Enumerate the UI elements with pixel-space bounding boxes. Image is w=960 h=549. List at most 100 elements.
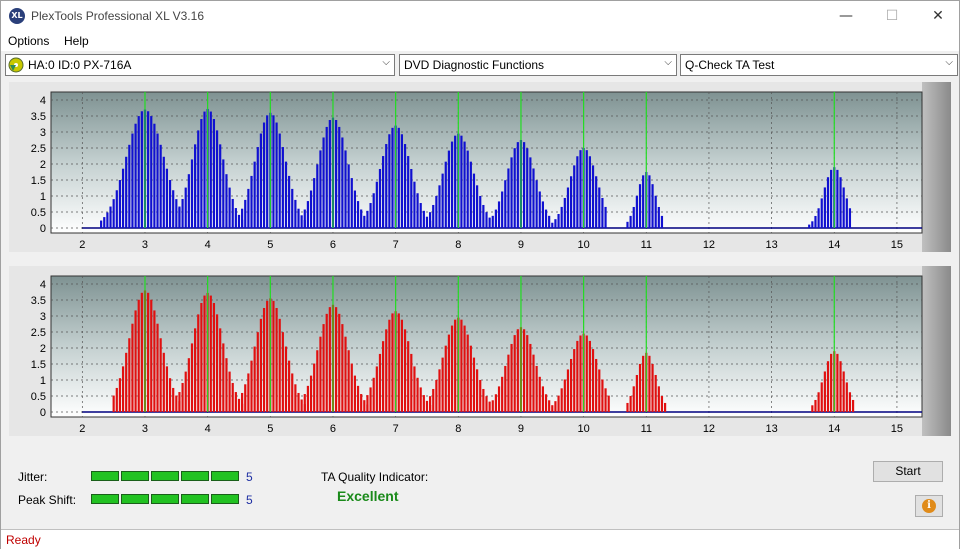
histogram-bar <box>341 137 344 228</box>
histogram-bar <box>463 325 466 412</box>
histogram-bar <box>563 379 566 412</box>
histogram-bar <box>595 358 598 412</box>
histogram-bar <box>535 365 538 412</box>
histogram-bar <box>187 174 190 228</box>
x-tick-label: 5 <box>267 239 273 251</box>
histogram-bar <box>548 215 551 228</box>
x-tick-label: 10 <box>578 423 590 435</box>
histogram-bar <box>231 198 234 228</box>
histogram-bar <box>551 222 554 228</box>
histogram-bar <box>830 169 833 228</box>
histogram-bar <box>569 358 573 412</box>
histogram-bar <box>219 328 222 412</box>
histogram-bar <box>197 130 200 228</box>
histogram-bar <box>403 144 407 228</box>
histogram-bar <box>604 206 607 228</box>
histogram-bar <box>237 214 241 228</box>
histogram-bar <box>407 341 410 412</box>
histogram-bar <box>194 144 197 228</box>
histogram-bar <box>845 198 848 228</box>
histogram-bar <box>391 313 394 412</box>
histogram-bar <box>447 334 450 412</box>
maximize-button[interactable]: ☐ <box>885 8 899 24</box>
histogram-bar <box>234 392 237 412</box>
histogram-bar <box>231 382 234 412</box>
title-bar[interactable]: XL PlexTools Professional XL V3.16 — ☐ ✕ <box>1 1 959 31</box>
histogram-bar <box>601 197 604 228</box>
histogram-bar <box>388 319 391 412</box>
histogram-bar <box>585 150 588 228</box>
histogram-bar <box>306 385 310 412</box>
close-button[interactable]: ✕ <box>932 8 944 24</box>
histogram-bar <box>476 185 479 228</box>
histogram-bar <box>125 156 128 228</box>
jitter-chart-bottom: 0 0.5 1 1.5 2 2.5 3 3.5 4 2 3 4 5 6 7 8 9 10 11 12 13 14 15 <box>31 266 951 436</box>
histogram-bar <box>247 188 250 228</box>
drive-select[interactable]: HA:0 ID:0 PX-716A ⌵ <box>5 54 395 76</box>
histogram-bar <box>588 156 591 228</box>
histogram-bar <box>416 377 419 412</box>
x-tick-label: 14 <box>828 239 840 251</box>
histogram-bar <box>378 168 382 228</box>
histogram-bar <box>234 208 237 228</box>
histogram-bar <box>836 353 839 412</box>
x-tick-label: 14 <box>828 423 840 435</box>
histogram-bar <box>112 395 115 412</box>
minimize-button[interactable]: — <box>839 8 853 24</box>
start-button[interactable]: Start <box>873 461 943 482</box>
histogram-bar <box>219 144 222 228</box>
histogram-bar <box>501 376 504 412</box>
histogram-bar <box>272 115 275 228</box>
histogram-bar <box>544 394 548 412</box>
x-tick-label: 3 <box>142 239 148 251</box>
histogram-bar <box>544 209 548 228</box>
chart-panel-bottom: 0 0.5 1 1.5 2 2.5 3 3.5 4 2 3 4 5 6 7 8 9 10 11 12 13 14 15 <box>9 266 951 436</box>
histogram-bar <box>526 335 529 412</box>
histogram-bar <box>225 358 228 412</box>
histogram-bar <box>403 329 407 412</box>
histogram-bar <box>425 400 429 412</box>
histogram-bar <box>419 203 422 228</box>
histogram-bar <box>663 402 667 412</box>
histogram-bar <box>350 363 353 412</box>
jitter-label: Jitter: <box>18 470 48 484</box>
histogram-bar <box>140 111 143 228</box>
test-select[interactable]: Q-Check TA Test ⌵ <box>680 54 958 76</box>
menu-options[interactable]: Options <box>8 34 50 48</box>
menu-bar: Options Help <box>1 31 959 51</box>
histogram-bar <box>820 198 823 228</box>
histogram-bar <box>460 319 463 412</box>
histogram-bar <box>244 199 247 228</box>
histogram-bar <box>250 360 253 412</box>
function-select-value: DVD Diagnostic Functions <box>404 58 545 72</box>
peak-shift-meter <box>91 494 239 504</box>
histogram-bar <box>262 122 266 228</box>
histogram-bar <box>811 405 814 412</box>
histogram-bar <box>435 195 438 228</box>
histogram-bar <box>548 400 551 412</box>
histogram-bar <box>247 373 250 412</box>
histogram-bar <box>175 199 178 228</box>
menu-help[interactable]: Help <box>64 34 89 48</box>
histogram-bar <box>513 335 516 412</box>
histogram-bar <box>137 299 140 412</box>
histogram-bar <box>429 212 432 228</box>
histogram-bar <box>147 111 150 228</box>
histogram-bar <box>629 395 632 412</box>
histogram-bar <box>147 292 150 412</box>
y-tick-label: 1.5 <box>31 175 46 187</box>
histogram-bar <box>472 173 476 228</box>
x-tick-label: 15 <box>891 239 903 251</box>
histogram-bar <box>200 119 203 228</box>
info-button[interactable]: i <box>915 495 943 517</box>
histogram-bar <box>591 165 595 228</box>
meter-segment <box>121 471 149 481</box>
x-tick-label: 2 <box>79 239 85 251</box>
histogram-bar <box>638 184 642 228</box>
y-tick-label: 1 <box>40 191 46 203</box>
histogram-bar <box>485 396 488 412</box>
histogram-bar <box>491 400 494 412</box>
histogram-bar <box>507 168 510 228</box>
histogram-bar <box>356 201 360 228</box>
function-select[interactable]: DVD Diagnostic Functions ⌵ <box>399 54 677 76</box>
